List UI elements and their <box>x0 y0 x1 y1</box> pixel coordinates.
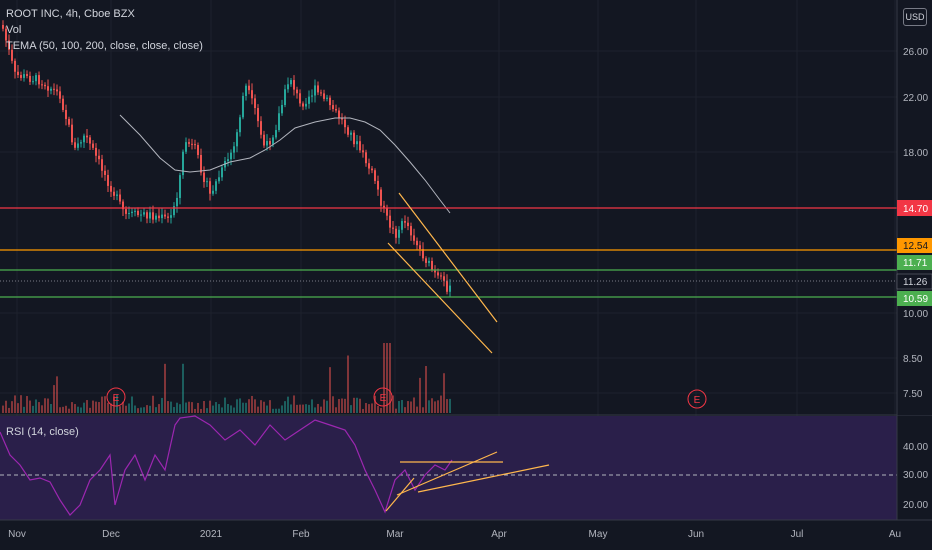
level-badge-1470 <box>897 200 932 216</box>
rsi-axis-tick: 20.00 <box>903 500 928 511</box>
level-badge-text: 12.54 <box>903 241 928 252</box>
earnings-marker-label: E <box>113 393 120 404</box>
time-label: Mar <box>386 529 404 540</box>
rsi-axis-tick: 30.00 <box>903 470 928 481</box>
rsi-band <box>0 416 897 520</box>
rsi-trendline-4[interactable] <box>385 477 415 512</box>
price-tick: 22.00 <box>903 93 928 104</box>
time-label: Nov <box>8 529 26 540</box>
volume-legend[interactable]: Vol <box>6 24 22 36</box>
price-tick: 26.00 <box>903 47 928 58</box>
price-tick: 10.00 <box>903 309 928 320</box>
price-tick: 7.50 <box>903 389 923 400</box>
price-tick: 8.50 <box>903 354 923 365</box>
level-badge-text: 14.70 <box>903 204 928 215</box>
earnings-marker[interactable]: E <box>373 387 393 407</box>
time-label: Dec <box>102 529 120 540</box>
level-badge-text: 10.59 <box>903 294 928 305</box>
price-tick: 18.00 <box>903 148 928 159</box>
level-badge-1059 <box>897 291 932 306</box>
level-badge-text: 11.71 <box>903 258 928 269</box>
tema-legend[interactable]: TEMA (50, 100, 200, close, close, close) <box>6 40 203 52</box>
time-label: Jun <box>688 529 704 540</box>
level-badge-1171 <box>897 255 932 270</box>
rsi-axis-tick: 40.00 <box>903 442 928 453</box>
symbol-title[interactable]: ROOT INC, 4h, Cboe BZX <box>6 8 135 20</box>
volume-bars <box>2 343 451 413</box>
level-badge-text: 11.26 <box>903 277 928 288</box>
rsi-legend[interactable]: RSI (14, close) <box>6 426 79 438</box>
time-label: Apr <box>491 529 507 540</box>
candlesticks <box>2 20 451 298</box>
rsi-line <box>0 415 453 516</box>
earnings-marker-label: E <box>694 395 701 406</box>
earnings-marker[interactable]: E <box>687 389 707 409</box>
level-badge-1254 <box>897 238 932 253</box>
time-label: Au <box>889 529 901 540</box>
channel-lower-line[interactable] <box>387 242 493 354</box>
time-label: May <box>589 529 608 540</box>
time-label: 2021 <box>200 529 223 540</box>
tema-line <box>119 114 451 214</box>
currency-button[interactable]: USD <box>903 8 927 26</box>
time-axis[interactable]: Nov Dec 2021 Feb Mar Apr May Jun Jul Au <box>8 529 901 540</box>
rsi-trendline-3[interactable] <box>417 464 550 493</box>
level-badge-1126 <box>896 273 932 290</box>
rsi-trendline-2[interactable] <box>396 451 498 496</box>
earnings-marker[interactable]: E <box>106 387 126 407</box>
time-label: Jul <box>791 529 804 540</box>
earnings-marker-label: E <box>380 393 387 404</box>
channel-upper-line[interactable] <box>398 192 498 323</box>
grid <box>0 0 897 520</box>
time-label: Feb <box>292 529 310 540</box>
